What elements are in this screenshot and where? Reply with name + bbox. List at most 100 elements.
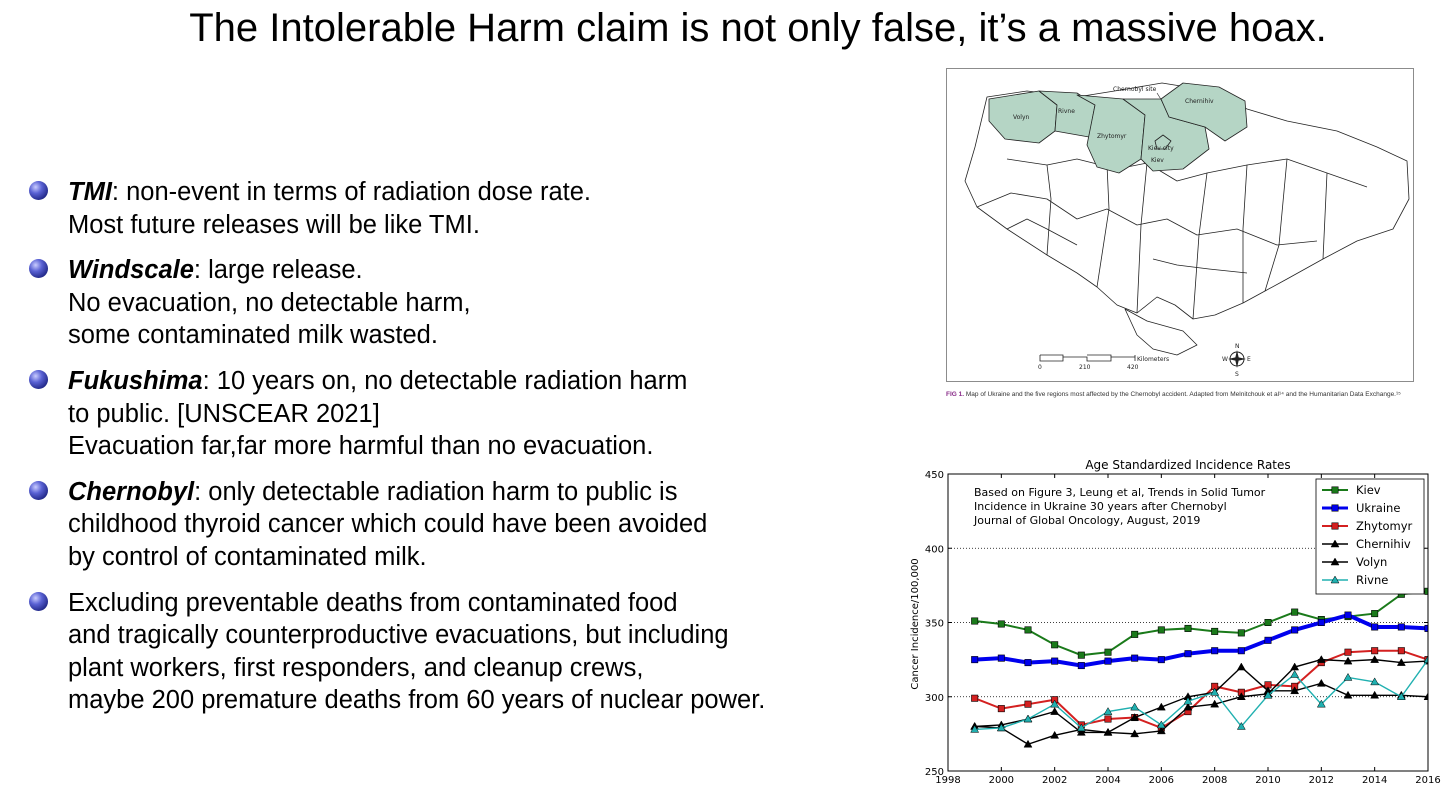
map-scale-bar [1039,354,1136,362]
bullet-line: No evacuation, no detectable harm, [68,288,471,317]
data-point [1156,720,1166,729]
data-point [1396,658,1406,666]
data-point [1050,707,1060,715]
legend-label: Chernihiv [1356,537,1411,551]
data-point [1343,672,1353,681]
map-outline [964,82,1410,356]
legend-label: Ukraine [1356,501,1400,515]
bullet-item: Fukushima: 10 years on, no detectable ra… [28,365,888,463]
data-point [1371,610,1379,618]
bullet-icon [29,591,48,611]
series-line [974,612,1428,668]
data-point [1211,647,1219,655]
bullet-keyword: Chernobyl [68,477,195,506]
data-point [1397,623,1405,631]
data-point [1343,690,1353,699]
svg-text:N: N [1235,343,1240,350]
map-caption-figure: FIG 1. [946,391,965,398]
series-rivne [970,655,1428,733]
bullet-icon [29,259,48,279]
series-line [974,666,1428,734]
map-caption: FIG 1. Map of Ukraine and the five regio… [946,390,1424,399]
chart-legend: Kiev Ukraine Zhytomyr Chernihiv Volyn Rivne [1315,478,1425,595]
data-point [1156,702,1166,711]
data-point [971,617,979,625]
bullet-line: Most future releases will be like TMI. [68,210,480,239]
data-point [1370,677,1380,686]
map-label-zhytomyr: Zhytomyr [1097,133,1127,140]
data-point [1051,641,1059,649]
data-point [1183,702,1193,711]
bullet-text: : large release. [193,256,363,285]
legend-label: Kiev [1356,483,1381,497]
legend-label: Zhytomyr [1356,519,1413,533]
bullet-keyword: Windscale [68,256,194,285]
x-tick-label: 2010 [1255,775,1280,786]
bullet-list: TMI: non-event in terms of radiation dos… [28,176,888,730]
data-point [971,694,979,702]
data-point [1371,623,1379,631]
data-point [1343,656,1353,665]
data-point [1344,611,1352,619]
x-tick-label: 2000 [989,775,1014,786]
x-tick-label: 1998 [935,775,960,786]
data-point [1157,656,1165,664]
data-point [1263,690,1273,699]
x-tick-label: 2002 [1042,775,1067,786]
data-point [1291,626,1299,634]
data-point [971,656,979,664]
bullet-icon [29,480,48,500]
bullet-line: TMI: non-event in terms of radiation dos… [68,176,888,209]
bullet-line: Excluding preventable deaths from contam… [68,587,888,620]
data-point [1290,669,1300,678]
bullet-line: childhood thyroid cancer which could hav… [68,510,708,539]
data-point [1076,727,1086,736]
data-point [1077,651,1085,659]
series-line [974,590,1428,657]
region-kiev-city [1154,134,1172,150]
chart-series [970,587,1428,748]
series-line [974,659,1428,731]
bullet-keyword: Fukushima [68,366,203,395]
bullet-item: Excluding preventable deaths from contam… [28,587,888,717]
data-point [997,654,1005,662]
data-point [1051,657,1059,665]
data-point [1210,687,1220,696]
y-tick-label: 400 [925,544,944,555]
data-point [1317,619,1325,627]
data-point [1103,727,1113,736]
data-point [997,705,1005,713]
x-tick-label: 2014 [1362,775,1387,786]
map-label-kiev-city: Kiev city [1148,145,1174,152]
bullet-line: Evacuation far,far more harmful than no … [68,432,654,461]
annotation-line: Journal of Global Oncology, August, 2019 [973,514,1200,527]
compass-icon: N S E W [1222,343,1251,378]
data-point [997,620,1005,628]
annotation-line: Based on Figure 3, Leung et al, Trends i… [974,486,1266,499]
data-point [1103,707,1113,715]
data-point [1291,608,1299,616]
data-point [1183,696,1193,705]
bullet-text: : non-event in terms of radiation dose r… [111,178,592,206]
data-point [1396,692,1406,700]
data-point [1397,647,1405,655]
data-point [1423,655,1428,663]
map-scale-tick: 420 [1127,364,1139,371]
data-point [1184,650,1192,658]
data-point [1184,624,1192,632]
data-point [1264,636,1272,644]
x-tick-label: 2004 [1095,775,1120,786]
bullet-line: maybe 200 premature deaths from 60 years… [68,686,766,715]
data-point [1076,723,1086,732]
data-point [1156,726,1166,735]
legend-marker [1331,486,1339,494]
y-tick-label: 450 [925,470,944,481]
data-point [1236,692,1246,700]
bullet-text: : only detectable radiation harm to publ… [194,477,678,506]
map-label-chernihiv: Chernihiv [1185,98,1214,105]
legend-label: Volyn [1356,555,1387,569]
data-point [1344,648,1352,656]
chart-title: Age Standardized Incidence Rates [1085,458,1290,472]
bullet-item: TMI: non-event in terms of radiation dos… [28,176,888,241]
legend-marker [1331,522,1339,530]
